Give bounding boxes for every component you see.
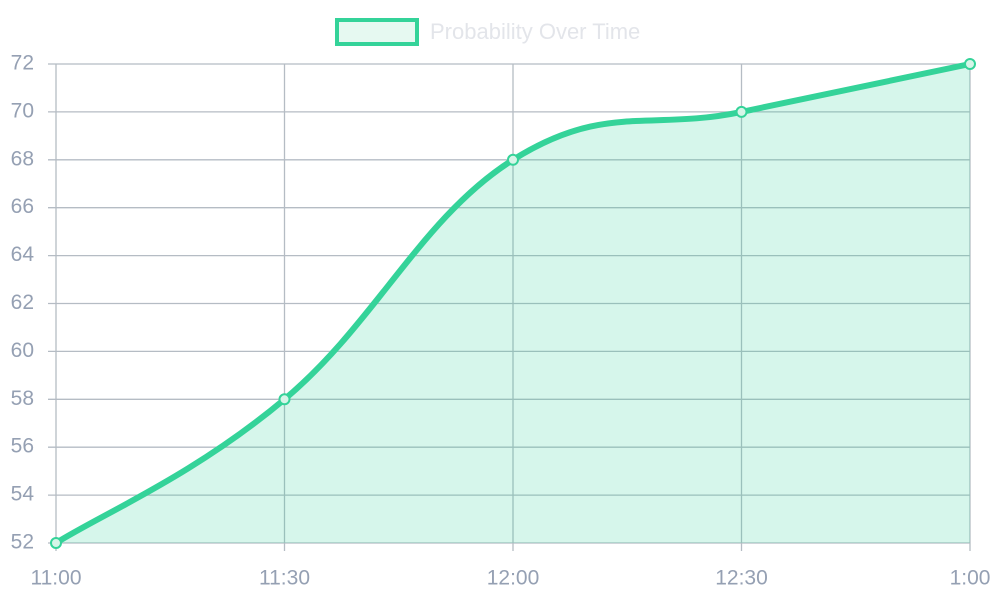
point [507, 153, 519, 166]
point [735, 105, 748, 118]
y-tick-label: 70 [11, 99, 34, 122]
y-tick-label: 52 [11, 531, 34, 554]
x-tick-label: 1:00 [950, 567, 991, 590]
y-tick-label: 56 [11, 435, 34, 458]
y-tick-label: 62 [11, 291, 34, 314]
x-tick-label: 12:30 [715, 567, 768, 590]
y-tick-label: 58 [11, 387, 34, 410]
x-tick-label: 11:30 [259, 567, 310, 590]
legend-swatch [335, 18, 419, 46]
x-tick-label: 11:00 [31, 567, 82, 590]
y-tick-label: 68 [11, 147, 34, 170]
x-tick-label: 12:00 [487, 567, 540, 590]
y-tick-label: 54 [11, 483, 35, 506]
point [964, 58, 976, 70]
area [56, 64, 970, 543]
point [278, 393, 291, 406]
y-tick-label: 64 [11, 243, 35, 266]
y-tick-label: 72 [11, 52, 34, 75]
point [50, 537, 62, 549]
line [54, 61, 971, 546]
y-tick-label: 60 [11, 339, 34, 362]
y-tick-label: 66 [11, 195, 34, 218]
legend-label: Probability Over Time [430, 19, 640, 44]
